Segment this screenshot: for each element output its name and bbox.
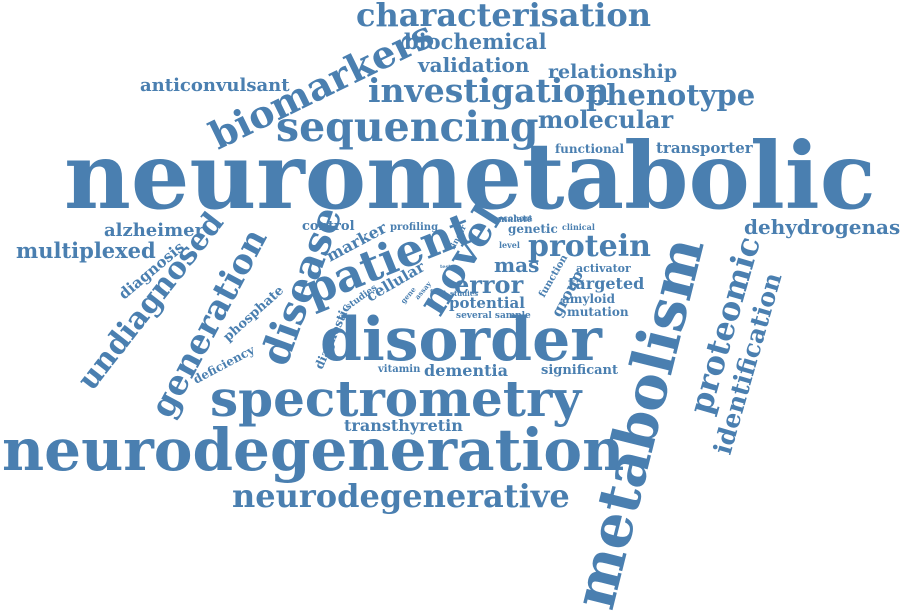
word-genetic: genetic bbox=[508, 222, 558, 236]
word-phenotype: phenotype bbox=[586, 78, 755, 112]
word-potential: potential bbox=[449, 294, 525, 312]
word-clinical: clinical bbox=[562, 222, 595, 232]
word-molecular: molecular bbox=[538, 105, 674, 134]
word-dehydrogenase: dehydrogenase bbox=[744, 215, 900, 239]
word-several-sample: several sample bbox=[456, 311, 531, 321]
word-mutation: mutation bbox=[567, 305, 629, 319]
word-investigation: investigation bbox=[368, 71, 609, 110]
word-biochemical: biochemical bbox=[404, 29, 547, 54]
word-error: error bbox=[454, 270, 524, 299]
word-alzheimer: alzheimer bbox=[104, 220, 205, 241]
word-transthyretin: transthyretin bbox=[344, 416, 463, 435]
word-activator: activator bbox=[576, 262, 631, 275]
word-level: level bbox=[499, 240, 520, 250]
word-neurodegeneration: neurodegeneration bbox=[2, 416, 624, 484]
word-dementia: dementia bbox=[424, 361, 508, 380]
word-vitamin: vitamin bbox=[377, 364, 421, 375]
word-cohort: cohort bbox=[503, 213, 533, 223]
word-multiplexed: multiplexed bbox=[16, 238, 156, 263]
word-protein: protein bbox=[528, 229, 651, 264]
word-validation: validation bbox=[417, 53, 530, 77]
word-neurodegenerative: neurodegenerative bbox=[232, 477, 570, 515]
word-mas: mas bbox=[494, 253, 539, 277]
word-sequencing: sequencing bbox=[276, 103, 539, 151]
word-spectrometry: spectrometry bbox=[210, 369, 583, 428]
word-amyloid: amyloid bbox=[562, 292, 616, 306]
word-transporter: transporter bbox=[656, 139, 754, 157]
word-disorder: disorder bbox=[320, 305, 603, 375]
word-anticonvulsant: anticonvulsant bbox=[140, 75, 290, 96]
word-characterisation: characterisation bbox=[356, 0, 651, 34]
word-neurometabolic: neurometabolic bbox=[64, 122, 876, 230]
word-functional: functional bbox=[555, 142, 625, 156]
word-malate: malate bbox=[498, 215, 533, 225]
word-prose: studies bbox=[450, 289, 478, 298]
word-test: test bbox=[440, 264, 451, 270]
word-form: form bbox=[430, 289, 447, 296]
word-control: control bbox=[302, 219, 355, 234]
word-significant: significant bbox=[541, 363, 618, 378]
word-profiling: profiling bbox=[390, 222, 438, 233]
word-targeted: targeted bbox=[568, 274, 644, 293]
word-relationship: relationship bbox=[548, 61, 677, 83]
